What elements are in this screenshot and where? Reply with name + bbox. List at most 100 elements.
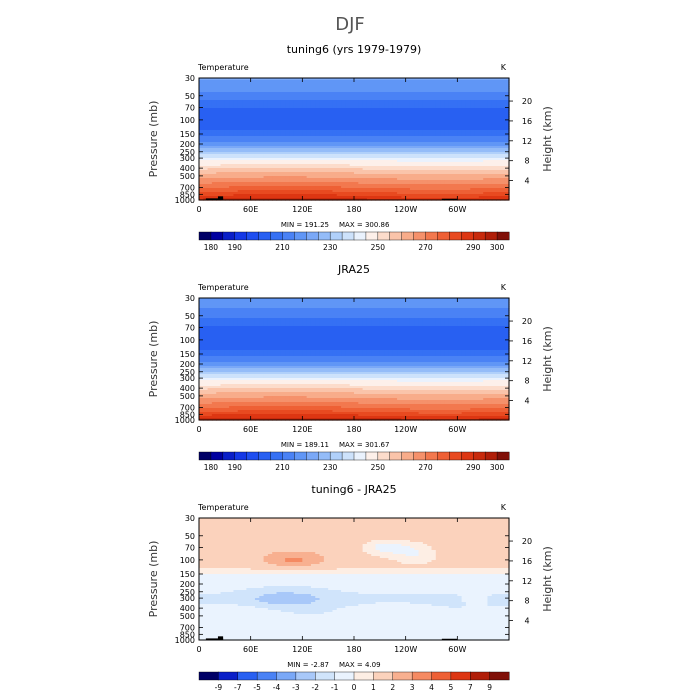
- field-cell: [465, 92, 471, 95]
- field-cell: [431, 104, 437, 107]
- field-cell: [267, 110, 273, 113]
- field-cell: [422, 108, 428, 111]
- field-cell: [220, 128, 226, 131]
- field-cell: [465, 88, 471, 91]
- field-cell: [474, 106, 480, 109]
- field-cell: [496, 84, 501, 87]
- field-cell: [211, 126, 217, 129]
- field-cell: [444, 88, 450, 91]
- field-cell: [263, 94, 269, 97]
- field-cell: [263, 104, 269, 107]
- field-cell: [409, 122, 415, 125]
- field-cell: [470, 108, 476, 111]
- field-cell: [345, 84, 351, 87]
- field-cell: [203, 106, 209, 109]
- field-cell: [302, 112, 308, 115]
- field-cell: [470, 86, 476, 89]
- field-cell: [414, 82, 420, 85]
- field-cell: [422, 114, 428, 117]
- field-cell: [491, 98, 497, 101]
- field-cell: [448, 102, 454, 105]
- field-cell: [474, 118, 480, 121]
- field-cell: [379, 84, 385, 87]
- field-cell: [315, 114, 321, 117]
- field-cell: [345, 124, 351, 127]
- field-cell: [354, 104, 359, 107]
- field-cell: [207, 112, 213, 115]
- field-cell: [259, 80, 265, 83]
- field-cell: [504, 112, 510, 115]
- field-cell: [298, 80, 303, 83]
- field-cell: [224, 94, 230, 97]
- field-cell: [306, 120, 312, 123]
- field-cell: [306, 80, 312, 83]
- field-cell: [254, 116, 260, 119]
- field-cell: [349, 104, 355, 107]
- field-cell: [427, 98, 433, 101]
- field-cell: [280, 128, 286, 131]
- field-cell: [332, 104, 338, 107]
- field-cell: [483, 102, 489, 105]
- field-cell: [405, 90, 411, 93]
- field-cell: [276, 106, 282, 109]
- field-cell: [345, 82, 351, 85]
- field-cell: [289, 86, 295, 89]
- field-cell: [392, 96, 398, 99]
- field-cell: [276, 80, 282, 83]
- field-cell: [483, 84, 489, 87]
- field-cell: [293, 130, 299, 133]
- field-cell: [250, 118, 256, 121]
- field-cell: [323, 116, 329, 119]
- field-cell: [293, 80, 299, 83]
- field-cell: [233, 82, 239, 85]
- field-cell: [298, 124, 303, 127]
- field-cell: [341, 118, 346, 121]
- field-cell: [323, 110, 329, 113]
- field-cell: [431, 126, 437, 129]
- field-cell: [358, 96, 364, 99]
- field-cell: [220, 132, 226, 135]
- field-cell: [483, 128, 489, 131]
- field-cell: [496, 78, 501, 81]
- field-cell: [259, 92, 265, 95]
- field-cell: [491, 102, 497, 105]
- field-cell: [220, 96, 226, 99]
- field-cell: [293, 92, 299, 95]
- field-cell: [199, 114, 204, 117]
- field-cell: [354, 102, 359, 105]
- field-cell: [465, 108, 471, 111]
- field-cell: [272, 112, 278, 115]
- field-cell: [491, 82, 497, 85]
- field-cell: [483, 106, 489, 109]
- field-cell: [319, 96, 325, 99]
- field-cell: [444, 100, 450, 103]
- field-cell: [229, 102, 235, 105]
- field-cell: [392, 112, 398, 115]
- field-cell: [233, 130, 239, 133]
- field-cell: [448, 106, 454, 109]
- field-cell: [427, 96, 433, 99]
- field-cell: [491, 126, 497, 129]
- field-cell: [233, 90, 239, 93]
- field-cell: [306, 108, 312, 111]
- field-cell: [220, 88, 226, 91]
- field-cell: [384, 96, 390, 99]
- field-cell: [444, 128, 450, 131]
- field-cell: [285, 122, 291, 125]
- field-cell: [216, 78, 222, 81]
- colorbar-swatch: [329, 231, 343, 241]
- field-cell: [405, 104, 411, 107]
- field-cell: [323, 106, 329, 109]
- field-cell: [272, 102, 278, 105]
- field-cell: [276, 130, 282, 133]
- field-cell: [242, 98, 247, 101]
- field-cell: [418, 112, 424, 115]
- field-cell: [392, 86, 398, 89]
- field-cell: [496, 128, 501, 131]
- field-cell: [362, 126, 368, 129]
- field-cell: [323, 100, 329, 103]
- field-cell: [332, 102, 338, 105]
- field-cell: [379, 78, 385, 81]
- field-cell: [422, 80, 428, 83]
- field-cell: [203, 90, 209, 93]
